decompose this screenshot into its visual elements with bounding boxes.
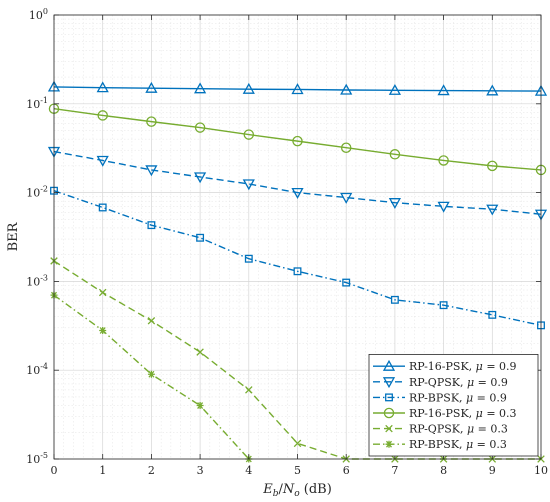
y-tick-label: 10-4 [26,362,48,377]
data-point [291,187,304,199]
x-axis-label: Eb/No (dB) [262,482,332,499]
y-tick-label: 10-3 [26,273,48,288]
data-point [244,254,253,263]
x-tick-label: 3 [197,464,204,477]
data-point [145,81,158,93]
legend-item: RP-QPSK, μ = 0.9 [373,376,508,389]
legend-marker [383,407,395,419]
data-point [340,142,352,153]
series-line [53,294,250,460]
data-point [439,301,448,310]
data-point [147,221,156,230]
x-tick-label: 2 [148,464,155,477]
data-point [96,155,109,167]
x-tick-label: 5 [294,464,301,477]
data-point [145,165,158,177]
data-point [243,129,255,140]
series-line [53,86,542,92]
y-tick-label: 10-1 [26,96,48,111]
data-point [438,155,449,166]
data-point [245,386,253,394]
legend-label: RP-BPSK, μ = 0.3 [409,438,507,451]
legend-label: RP-QPSK, μ = 0.9 [409,376,508,389]
legend-marker [385,393,393,402]
data-point [487,160,498,172]
y-axis-label: BER [6,221,21,251]
data-point [196,233,205,242]
data-point [98,203,107,212]
axis-labels: Eb/No (dB) BER [6,221,332,499]
data-point [146,116,157,127]
data-point [147,370,155,378]
data-point [99,326,107,334]
y-tick-label: 10-2 [26,185,48,200]
data-point [291,83,304,95]
x-tick-label: 7 [391,464,398,477]
data-point [437,201,450,213]
x-tick-label: 4 [245,464,252,477]
data-point [293,267,302,276]
data-point [388,83,402,95]
data-point [389,149,401,160]
data-point [486,84,499,96]
legend-label: RP-16-PSK, μ = 0.3 [409,407,517,420]
data-point [340,83,353,95]
legend-item: RP-QPSK, μ = 0.3 [373,423,508,436]
legend-label: RP-16-PSK, μ = 0.9 [409,360,517,373]
legend-marker [385,440,393,448]
data-point [96,81,109,93]
y-tick-label: 100 [29,7,48,22]
data-point [98,288,107,297]
data-point [194,122,206,133]
legend-marker [382,377,396,389]
data-point [97,110,108,121]
legend-box [368,353,539,457]
data-point [147,317,156,325]
y-tick-label: 10-5 [26,451,48,466]
data-point [340,192,353,204]
series-4 [48,103,547,176]
series-line [53,190,542,327]
data-point [388,198,402,210]
legend-item: RP-BPSK, μ = 0.3 [373,438,507,451]
x-tick-label: 10 [534,464,548,477]
legend-item: RP-16-PSK, μ = 0.9 [373,359,517,373]
data-point [196,348,204,356]
legend-item: RP-16-PSK, μ = 0.3 [373,407,517,420]
data-point [390,295,399,304]
data-point [196,402,204,410]
x-tick-label: 9 [489,464,496,477]
data-point [292,135,303,147]
legend-label: RP-QPSK, μ = 0.3 [409,423,508,436]
series-1 [47,80,548,96]
x-tick-label: 1 [99,464,106,477]
legend-marker [382,359,396,371]
series-line [53,150,542,215]
data-point [242,179,255,191]
data-point [437,84,450,96]
data-point [486,204,499,216]
legend-item: RP-BPSK, μ = 0.9 [373,391,507,404]
legend-marker [385,424,393,433]
data-point [293,439,302,448]
data-point [193,82,207,94]
x-tick-label: 8 [440,464,447,477]
x-tick-label: 6 [343,464,350,477]
ticks: 0 1 2 3 4 5 6 7 8 9 10 100 10-1 10-2 10-3 10-4 10-5 [26,7,548,477]
legend-label: RP-BPSK, μ = 0.9 [409,391,507,404]
data-point [193,172,207,184]
series-line [53,108,542,171]
series-3 [50,186,545,330]
legend: RP-16-PSK, μ = 0.9 RP-QPSK, μ = 0.9 RP-BPS… [368,353,539,457]
data-point [342,278,351,287]
data-point [242,82,255,94]
x-tick-label: 0 [51,464,58,477]
data-point [488,310,497,319]
